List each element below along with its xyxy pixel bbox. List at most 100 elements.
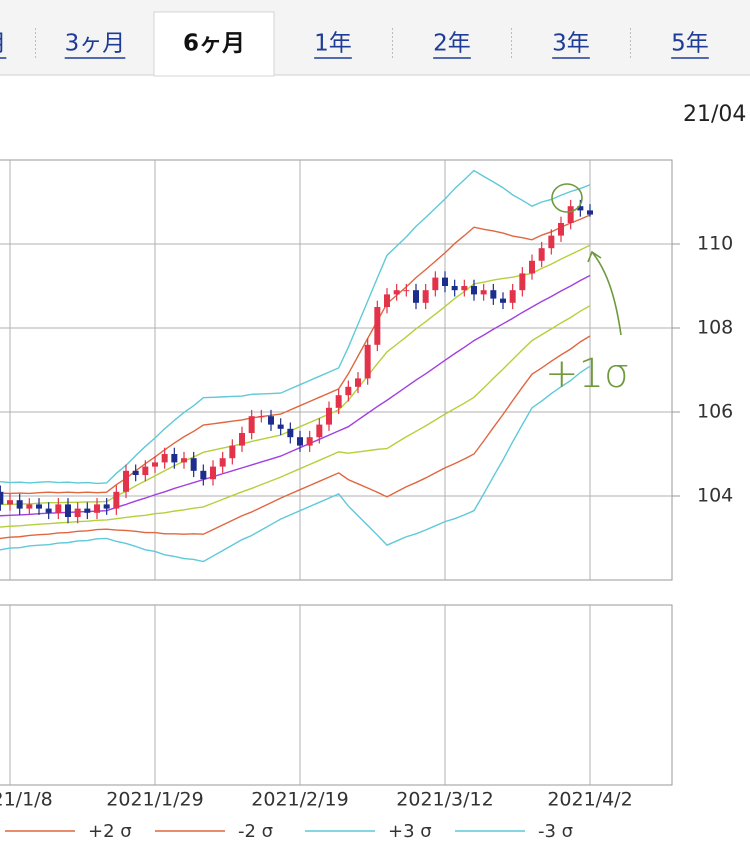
candle-body [287,428,294,438]
tab[interactable]: 3ヶ月 [65,31,126,57]
candle-body [587,210,593,215]
candle-body [422,290,429,303]
tab[interactable]: 5年 [671,31,709,57]
tab[interactable]: 2年 [433,31,471,57]
candle-body [258,416,265,418]
band-line [0,305,591,528]
sub-plot-frame [0,604,673,786]
y-tick-label: 108 [697,317,733,339]
candle-body [84,508,91,513]
candle-body [413,290,419,303]
candle-body [432,277,439,291]
tabs: 1ヶ月 3ヶ月 6ヶ月 1年 2年 3年 5年 [0,11,709,77]
candle-body [442,277,448,286]
tab-bar [0,0,750,75]
candle-body [65,504,71,517]
candle-body [113,491,120,509]
band-line [0,335,591,540]
candle-body [171,454,178,463]
candle-body [509,290,516,303]
candle-body [490,290,497,299]
legend-label: +3 σ [388,821,432,842]
candle-body [345,386,352,396]
tab-selected-bg [153,11,275,77]
band-line [0,214,591,495]
tab[interactable]: 1ヶ月 [0,31,6,57]
y-tick-label: 104 [697,485,733,507]
candle-body [393,290,400,295]
plot-area [0,169,593,563]
x-tick-label: 2021/1/29 [106,789,203,811]
candle-body [103,504,110,509]
tab: 6ヶ月 [183,31,245,57]
candle-body [403,290,410,292]
candle-body [123,470,129,492]
candle-body [384,294,390,307]
annotation-arrowhead [587,250,602,263]
candle-body [210,466,216,480]
candle-body [161,454,168,463]
tab[interactable]: 1年 [314,31,352,57]
legend: +2 σ -2 σ +3 σ -3 σ [5,821,573,842]
candle-body [519,273,526,291]
candle-body [7,500,13,505]
candle-body [364,344,371,379]
candle-body [480,290,487,295]
annotation: +1σ [545,183,629,397]
candle-body [355,378,361,387]
candle-body [277,424,284,429]
x-tick-label: 2021/4/2 [547,789,632,811]
axes: 104 106 108 110 2021/1/8 2021/1/29 2021/2/19 20… [0,233,733,811]
candle-body [36,504,42,509]
plot-frame [0,159,673,581]
candle-body [500,298,506,303]
grid [0,160,672,785]
candle-body [200,470,207,480]
candle-body [55,504,62,513]
candle-body [0,491,4,505]
candle-body [335,395,342,408]
candle-body [16,500,23,509]
candle-body [451,286,458,291]
candle-body [471,286,477,295]
candle-body [577,206,584,211]
tab[interactable]: 3年 [552,31,590,57]
candle-body [219,458,226,467]
band-line [0,244,591,506]
x-tick-label: 2021/2/19 [251,789,348,811]
legend-label: +2 σ [88,821,132,842]
candle-body [374,307,381,345]
candle-body [152,462,158,467]
candle-body [74,508,81,517]
x-tick-label: 2021/1/8 [0,789,53,811]
candle-body [248,416,255,433]
candle-body [229,445,236,459]
candle-body [538,248,545,261]
legend-label: -2 σ [238,821,273,842]
candle-body [239,433,245,446]
candle-body [306,437,313,446]
legend-label: -3 σ [538,821,573,842]
candle-body [132,470,139,475]
candle-body [316,424,323,438]
x-tick-label: 2021/3/12 [396,789,493,811]
candle-body [181,458,187,463]
candle-body [94,504,100,513]
candle-body [529,260,535,274]
candle-body [548,235,555,249]
annotation-text: +1σ [545,351,629,397]
candle-body [26,504,33,509]
candle-body [45,508,52,513]
annotation-arrow [591,251,622,336]
candle-body [142,466,149,475]
band-line [0,169,591,485]
candle-body [558,223,564,236]
band-line [0,274,591,517]
candle-body [567,206,574,223]
annotation-circle [551,183,583,213]
candle-body [297,437,303,446]
candle-body [190,458,197,471]
band-line [0,365,591,563]
date: 21/04 [683,102,746,127]
